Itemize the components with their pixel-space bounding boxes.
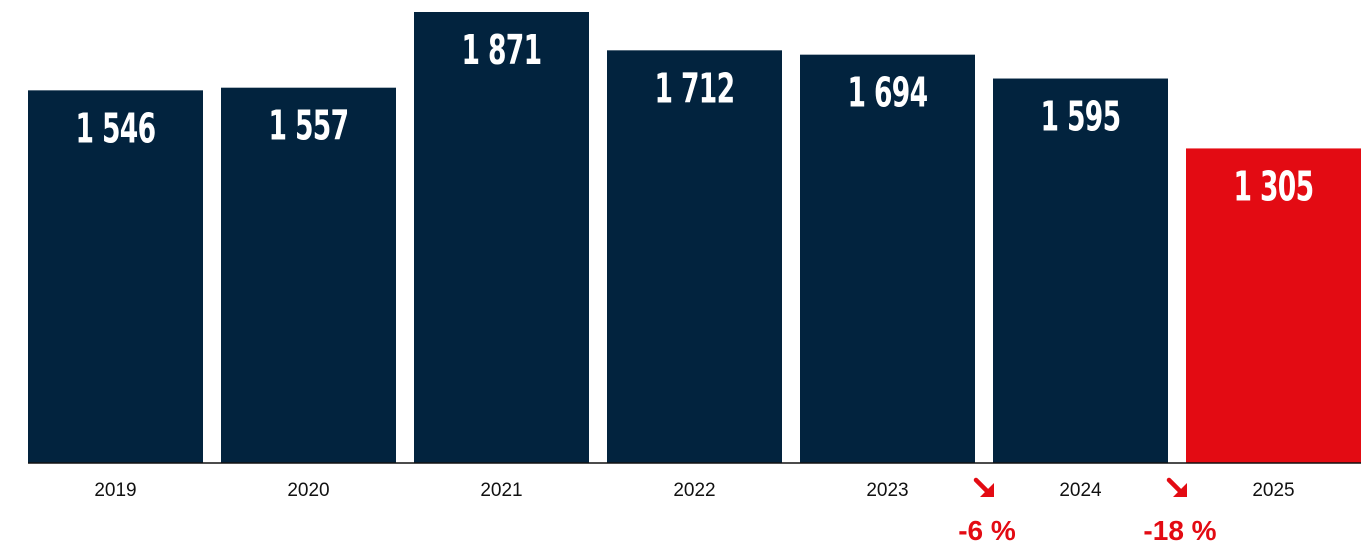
change-annotations: -6 % -18 %: [958, 477, 1217, 544]
bar-2020: [221, 87, 396, 463]
x-tick-label-2024: 2024: [1059, 480, 1102, 501]
bar-value-label-2019: 1 546: [76, 104, 156, 152]
x-tick-labels: 2019 2020 2021 2022 2023 2024 2025: [94, 480, 1294, 501]
bar-2023: [800, 54, 975, 464]
arrow-head: [980, 483, 994, 497]
x-tick-label-2019: 2019: [94, 480, 136, 501]
bar-value-label-2024: 1 595: [1041, 93, 1121, 141]
bar-2021: [414, 12, 589, 463]
arrow-head: [1173, 483, 1187, 497]
bar-2025: [1186, 148, 1361, 463]
x-tick-label-2021: 2021: [480, 480, 522, 501]
change-annotation-2: -18 %: [1143, 477, 1217, 544]
change-label-2: -18 %: [1143, 515, 1216, 544]
x-tick-label-2022: 2022: [673, 480, 715, 501]
bar-2022: [607, 50, 782, 463]
bar-value-label-2025: 1 305: [1234, 162, 1314, 210]
bars-layer: 1 546 1 557 1 871 1 712 1 694 1 595 1 305: [28, 12, 1361, 464]
bar-2024: [993, 78, 1168, 464]
down-right-arrow-icon: [973, 477, 994, 497]
bar-value-label-2023: 1 694: [848, 69, 928, 117]
x-tick-label-2020: 2020: [287, 480, 329, 501]
bar-value-label-2020: 1 557: [269, 102, 349, 150]
change-annotation-1: -6 %: [958, 477, 1016, 544]
bar-2019: [28, 90, 203, 464]
x-tick-label-2023: 2023: [866, 480, 908, 501]
x-tick-label-2025: 2025: [1252, 480, 1294, 501]
bar-value-label-2022: 1 712: [655, 64, 735, 112]
change-label-1: -6 %: [958, 515, 1016, 544]
bar-value-label-2021: 1 871: [462, 26, 542, 74]
down-right-arrow-icon: [1166, 477, 1187, 497]
